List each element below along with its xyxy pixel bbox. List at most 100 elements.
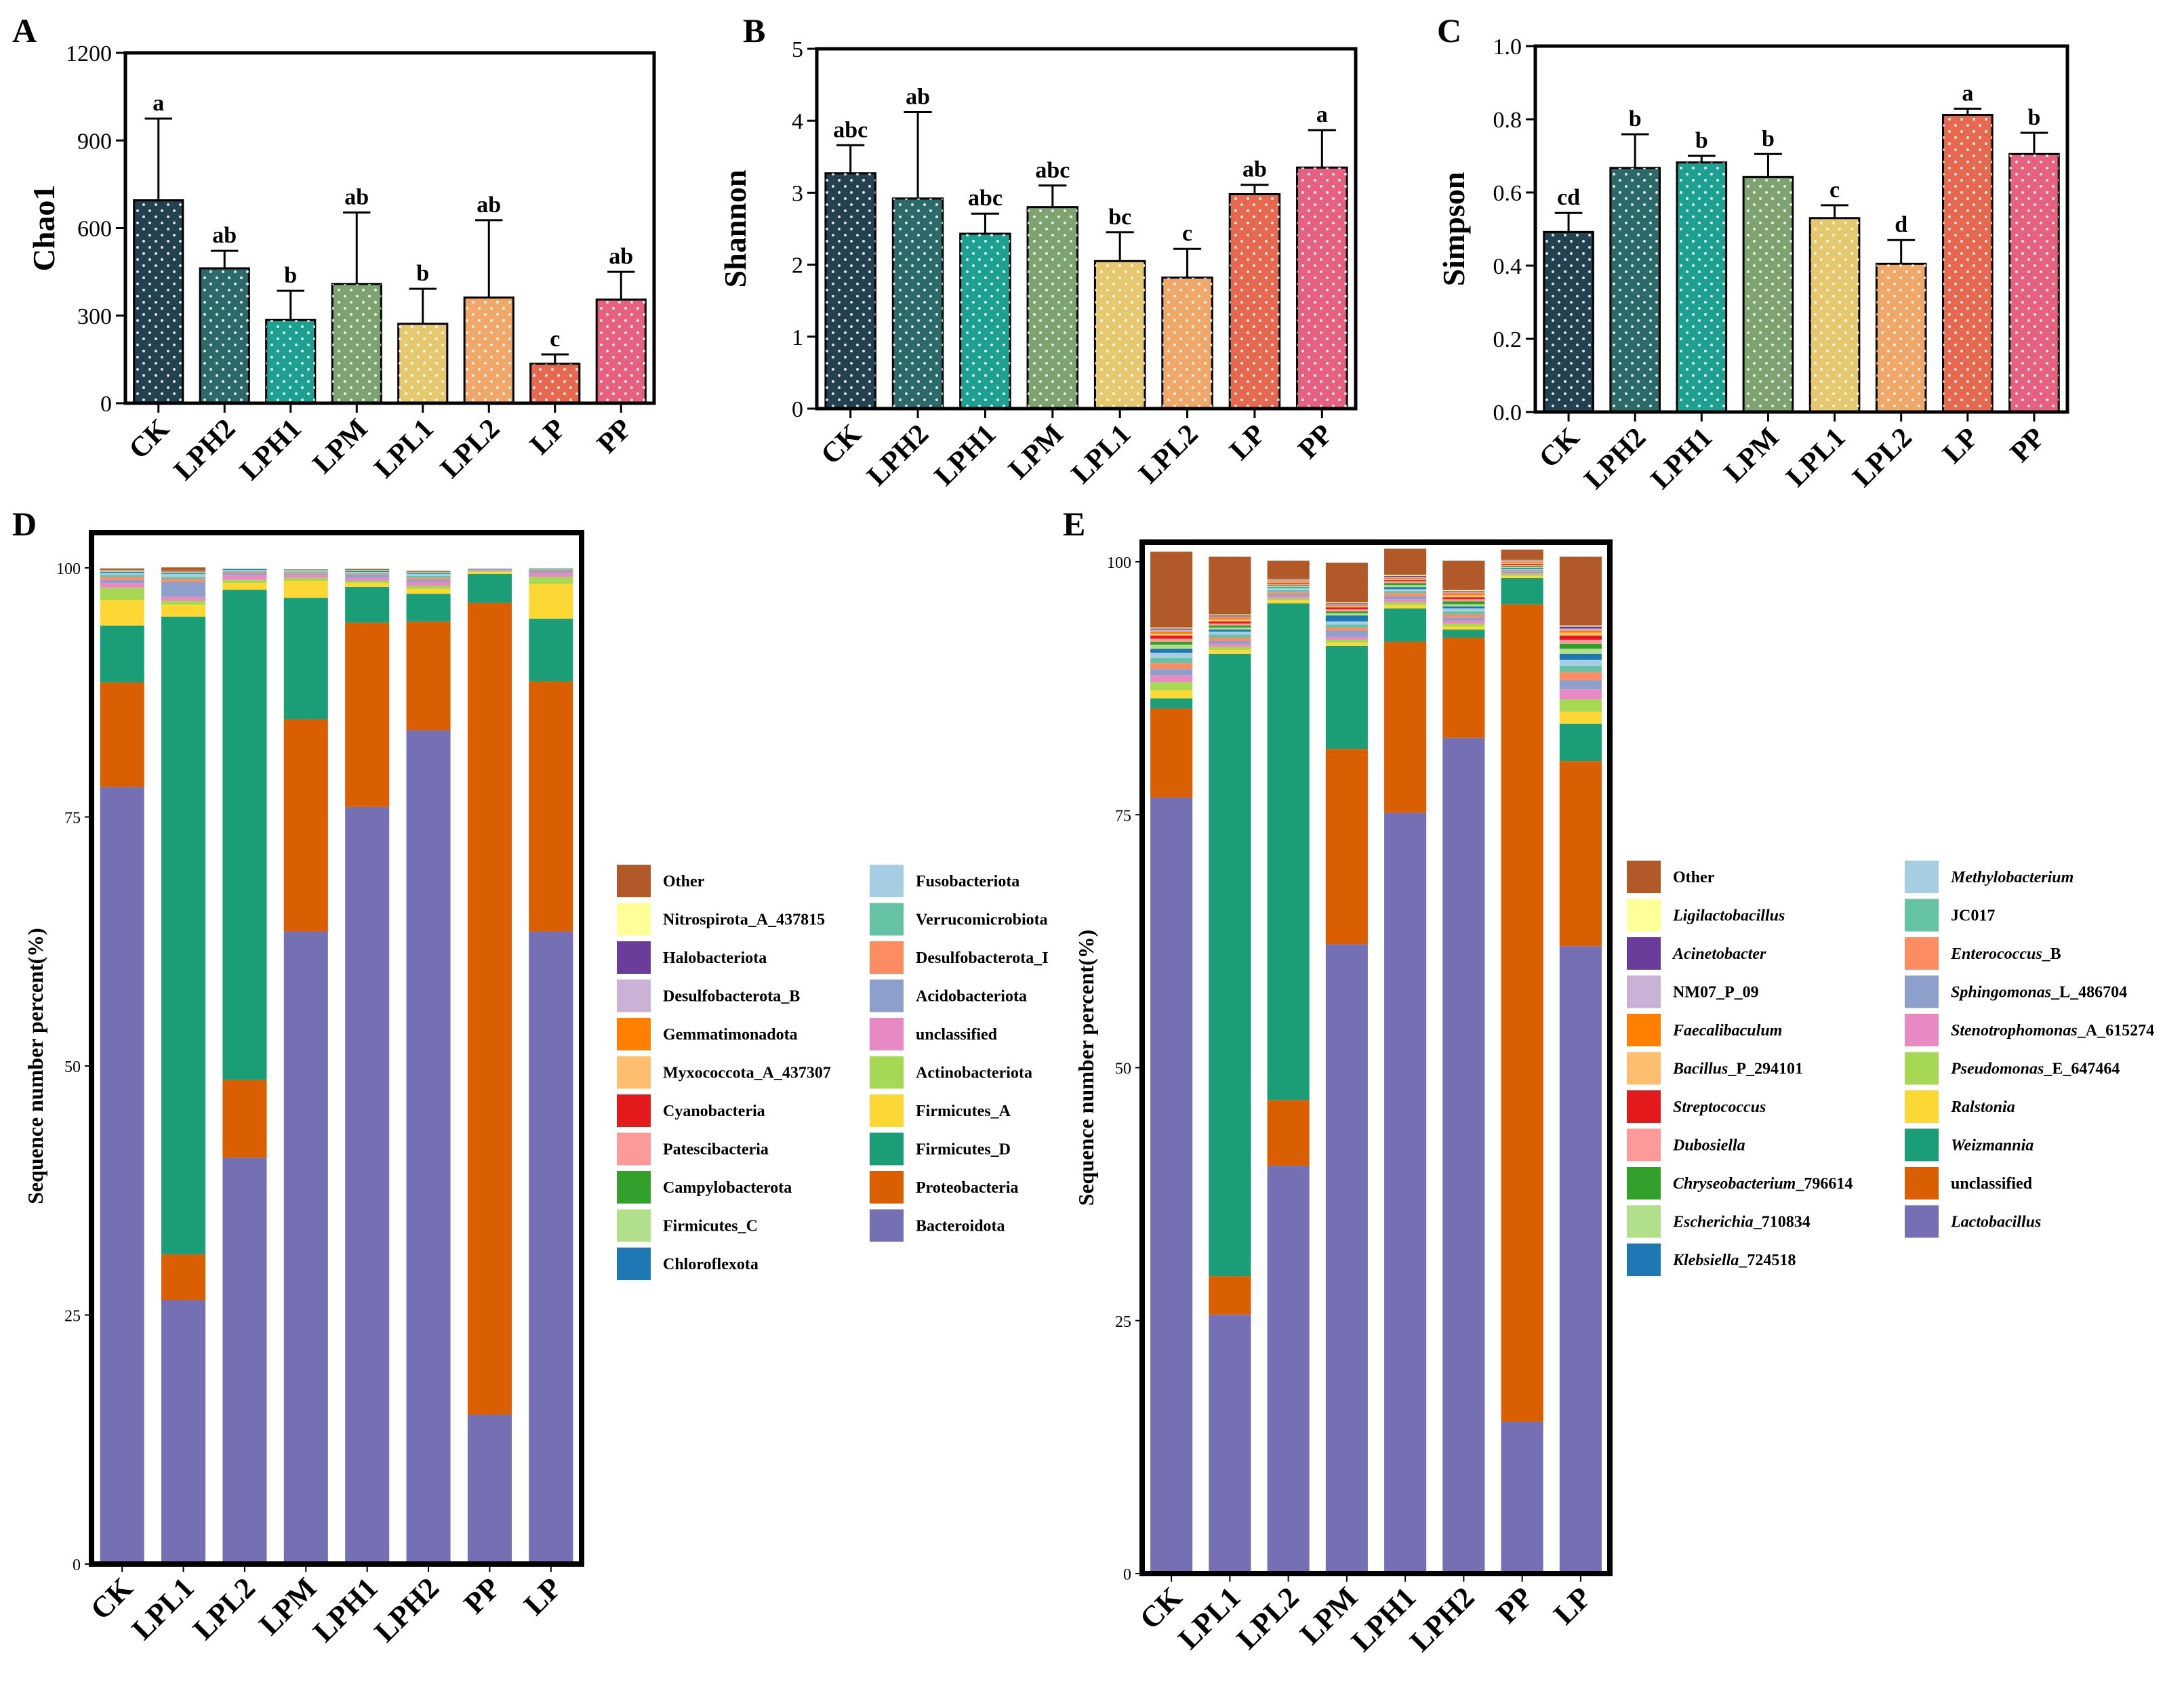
legend-label: Patescibacteria (663, 1141, 769, 1159)
stack-segment (1384, 577, 1427, 579)
stack-segment (1442, 608, 1485, 612)
legend-swatch (870, 1018, 904, 1050)
x-tick-label: LPL2 (434, 413, 506, 485)
stack-segment (283, 581, 328, 598)
stack-segment (529, 569, 573, 571)
legend-swatch (617, 865, 651, 897)
x-tick-label: LPL1 (1066, 419, 1137, 490)
stack-segment (1325, 642, 1368, 646)
stack-segment (161, 596, 206, 601)
legend-swatch (617, 1094, 651, 1127)
stack-segment (1267, 600, 1310, 604)
stack-segment (1325, 602, 1368, 604)
stack-segment (1209, 643, 1251, 647)
panel-label-c: C (1437, 12, 1461, 49)
stack-segment (1384, 641, 1427, 813)
legend-label: Chloroflexota (663, 1256, 759, 1273)
stack-segment (1559, 643, 1602, 649)
legend-label: Cyanobacteria (663, 1103, 765, 1120)
chart-a: 0 300 600 900 1200 Chao1 a CK ab LPH2 b LPH1 ab LPM b L… (26, 41, 656, 487)
y-tick-label: 2 (792, 253, 803, 279)
stack-segment (1325, 609, 1368, 612)
stack-segment (345, 583, 390, 587)
legend-swatch (617, 1056, 651, 1089)
legend-label: Ralstonia (1950, 1098, 2015, 1116)
stack-segment (1442, 637, 1485, 738)
legend-swatch (617, 1132, 651, 1166)
y-tick-label: 50 (1115, 1061, 1131, 1078)
x-tick-label: LPM (307, 413, 374, 480)
significance-letter: abc (1035, 158, 1070, 183)
legend-label: Acinetobacter (1672, 945, 1766, 963)
legend-label: NM07_P_09 (1673, 984, 1759, 1002)
stack-segment (1209, 634, 1251, 638)
stack-segment (406, 588, 451, 594)
significance-letter: b (416, 261, 429, 286)
significance-letter: b (284, 263, 297, 288)
legend-label: Stenotrophomonas_A_615274 (1951, 1022, 2154, 1040)
stack-segment (406, 730, 451, 1564)
stack-segment (100, 577, 144, 580)
stack-segment (1325, 603, 1368, 604)
y-tick-label: 900 (77, 129, 112, 154)
stack-segment (1325, 613, 1368, 616)
stack-segment (1384, 593, 1427, 596)
legend: Other Nitrospirota_A_437815 Halobacteriota… (617, 865, 1049, 1280)
stack-segment (100, 579, 144, 583)
stack-segment (345, 575, 390, 578)
stack-segment (406, 621, 451, 731)
legend-label: Nitrospirota_A_437815 (663, 911, 825, 929)
bar-pattern (266, 320, 315, 403)
stack-segment (1442, 595, 1485, 598)
y-tick-label: 0.4 (1493, 254, 1522, 279)
legend-label: Pseudomonas_E_647464 (1950, 1061, 2120, 1078)
stack-segment (283, 571, 328, 573)
stack-segment (529, 571, 573, 573)
y-tick-label: 0 (1123, 1566, 1131, 1584)
stack-segment (283, 569, 328, 571)
stack-segment (1209, 649, 1251, 654)
legend-label: Desulfobacterota_I (916, 949, 1049, 967)
stack-segment (1442, 611, 1485, 615)
y-axis-label: Shannon (718, 170, 752, 288)
stack-segment (222, 569, 267, 571)
x-tick-label: LPL2 (1133, 419, 1204, 490)
legend-swatch (1905, 1205, 1939, 1238)
stack-segment (161, 567, 206, 571)
stack-segment (1209, 625, 1251, 628)
legend-label: Escherichia_710834 (1672, 1214, 1811, 1231)
significance-letter: b (1762, 126, 1775, 151)
plot-frame (1139, 539, 1613, 1576)
stack-segment (100, 571, 144, 573)
stack-segment (283, 577, 328, 581)
x-tick-label: LPM (1003, 419, 1070, 486)
stack-segment (1150, 644, 1193, 649)
stack-segment (529, 681, 573, 932)
legend-label: Weizmannia (1951, 1137, 2034, 1155)
significance-letter: a (1962, 81, 1973, 106)
x-tick-label: PP (458, 1571, 507, 1620)
stack-segment (222, 571, 267, 573)
stack-segment (100, 569, 144, 571)
stack-segment (1267, 1166, 1310, 1574)
stack-segment (1209, 646, 1251, 650)
stack-segment (1501, 577, 1543, 604)
stack-segment (1325, 604, 1368, 606)
legend-swatch (870, 1094, 904, 1127)
stack-segment (1150, 708, 1193, 798)
stack-segment (1559, 761, 1602, 947)
stack-segment (1442, 591, 1485, 592)
significance-letter: ab (344, 185, 369, 210)
stack-segment (1209, 632, 1251, 635)
stack-segment (529, 618, 573, 682)
stack-segment (1267, 587, 1310, 588)
stack-segment (161, 1254, 206, 1300)
stack-segment (1150, 690, 1193, 699)
stack-segment (1267, 583, 1310, 586)
stack-segment (1384, 591, 1427, 594)
stack-segment (1501, 571, 1543, 573)
bar-pattern (1810, 218, 1859, 412)
stack-segment (1267, 596, 1310, 598)
